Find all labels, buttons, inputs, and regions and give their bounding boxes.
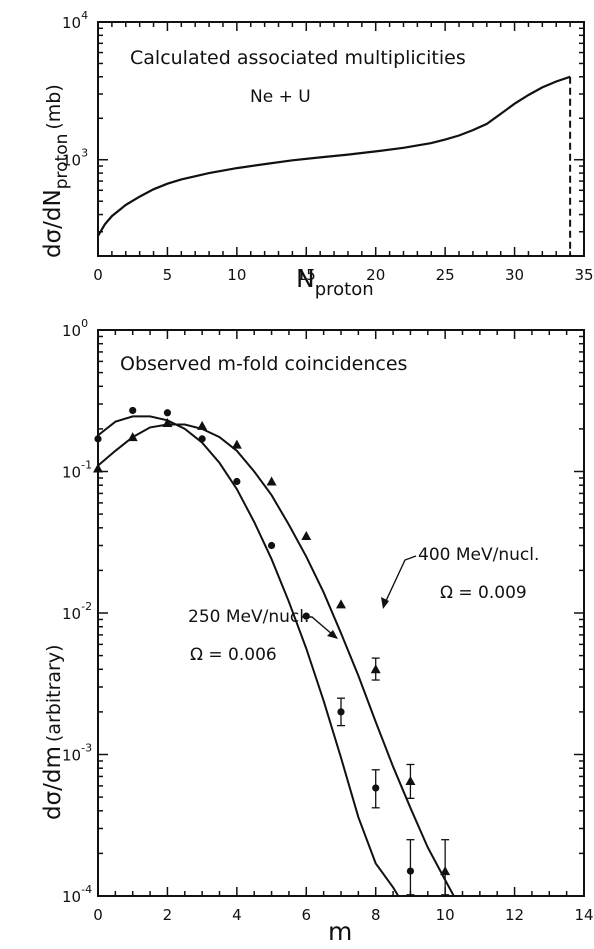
top-y-tick-label: 104: [62, 9, 88, 32]
bottom-x-tick-label: 8: [371, 906, 381, 924]
bottom-y-tick-label: 100: [62, 317, 88, 340]
top-chart-annotation: Ne + U: [250, 87, 311, 107]
bottom-axis-ticks: [97, 329, 585, 897]
series-400-omega: Ω = 0.009: [440, 583, 527, 603]
bottom-plot-frame: [97, 329, 585, 897]
series-250-arrowhead: [327, 630, 338, 639]
series-250-fit-line: [97, 415, 400, 897]
series-400-label: 400 MeV/nucl.: [418, 545, 539, 565]
top-y-axis-label: dσ/dNproton(mb): [40, 84, 72, 258]
bottom-x-tick-label: 10: [436, 906, 455, 924]
series-400-point: [405, 775, 416, 785]
bottom-x-tick-label: 6: [302, 906, 312, 924]
bottom-chart: 0 2 4 6 8 10 12 14 100 10-1 10-2 10-3 10-4 Observed…: [40, 317, 594, 946]
bottom-x-tick-label: 2: [163, 906, 173, 924]
series-400-point: [440, 866, 451, 876]
top-chart-title: Calculated associated multiplicities: [130, 47, 466, 69]
series-400-fit-line: [97, 423, 455, 897]
series-400-point: [231, 439, 242, 449]
bottom-y-tick-label: 10-1: [62, 459, 92, 482]
bottom-series: [93, 406, 455, 897]
series-400-point: [370, 664, 381, 674]
top-x-tick-label: 25: [436, 266, 455, 284]
series-400-point: [127, 432, 138, 442]
series-250-label: 250 MeV/nucl.: [188, 607, 309, 627]
bottom-x-tick-labels: 0 2 4 6 8 10 12 14: [93, 906, 593, 924]
top-x-tick-label: 15: [297, 266, 316, 284]
series-250-point: [198, 435, 206, 443]
series-250-pointer: [302, 616, 334, 636]
top-x-tick-label: 20: [366, 266, 385, 284]
series-250-point: [163, 409, 172, 417]
series-400-point: [301, 531, 312, 541]
series-250-point: [267, 541, 276, 550]
top-chart: 0 5 10 15 20 25 30 35 103 104 Calculated associa…: [40, 9, 594, 300]
series-250-point: [406, 867, 415, 875]
series-250-point: [233, 477, 241, 486]
bottom-y-tick-label: 10-4: [62, 883, 92, 906]
top-x-tick-labels: 0 5 10 15 20 25 30 35: [93, 266, 593, 284]
series-250-omega: Ω = 0.006: [190, 645, 277, 665]
series-250-point: [129, 406, 137, 415]
bottom-y-tick-labels: 100 10-1 10-2 10-3 10-4: [62, 317, 92, 906]
series-250-point: [94, 435, 102, 443]
top-y-tick-label: 103: [62, 147, 88, 170]
bottom-x-axis-label: m: [328, 917, 352, 946]
series-250-point: [337, 708, 345, 716]
series-250-point: [372, 784, 380, 792]
top-series-line: [97, 75, 571, 237]
bottom-y-axis-label: dσ/dm(arbitrary): [40, 644, 66, 820]
series-400-point: [266, 476, 277, 486]
series-400-pointer: [384, 555, 417, 604]
top-x-tick-label: 0: [93, 266, 103, 284]
top-x-axis-label: Nproton: [296, 264, 374, 300]
bottom-x-tick-label: 0: [93, 906, 103, 924]
top-y-tick-labels: 103 104: [62, 9, 88, 170]
top-plot-frame: [97, 21, 585, 257]
top-x-tick-label: 5: [163, 266, 173, 284]
bottom-y-tick-label: 10-3: [62, 742, 92, 765]
bottom-chart-title: Observed m-fold coincidences: [120, 353, 407, 375]
bottom-x-tick-label: 14: [574, 906, 593, 924]
bottom-x-tick-label: 12: [505, 906, 524, 924]
bottom-y-tick-label: 10-2: [62, 600, 92, 623]
series-400-point: [197, 420, 208, 430]
bottom-x-tick-label: 4: [232, 906, 242, 924]
series-400-arrowhead: [381, 597, 389, 609]
series-400-point: [162, 418, 173, 428]
top-axis-ticks: [97, 21, 585, 257]
top-x-tick-label: 35: [574, 266, 593, 284]
series-400-point: [93, 463, 103, 473]
top-x-tick-label: 10: [227, 266, 246, 284]
top-x-tick-label: 30: [505, 266, 524, 284]
series-400-point: [336, 599, 346, 609]
series-250-point: [302, 612, 310, 620]
